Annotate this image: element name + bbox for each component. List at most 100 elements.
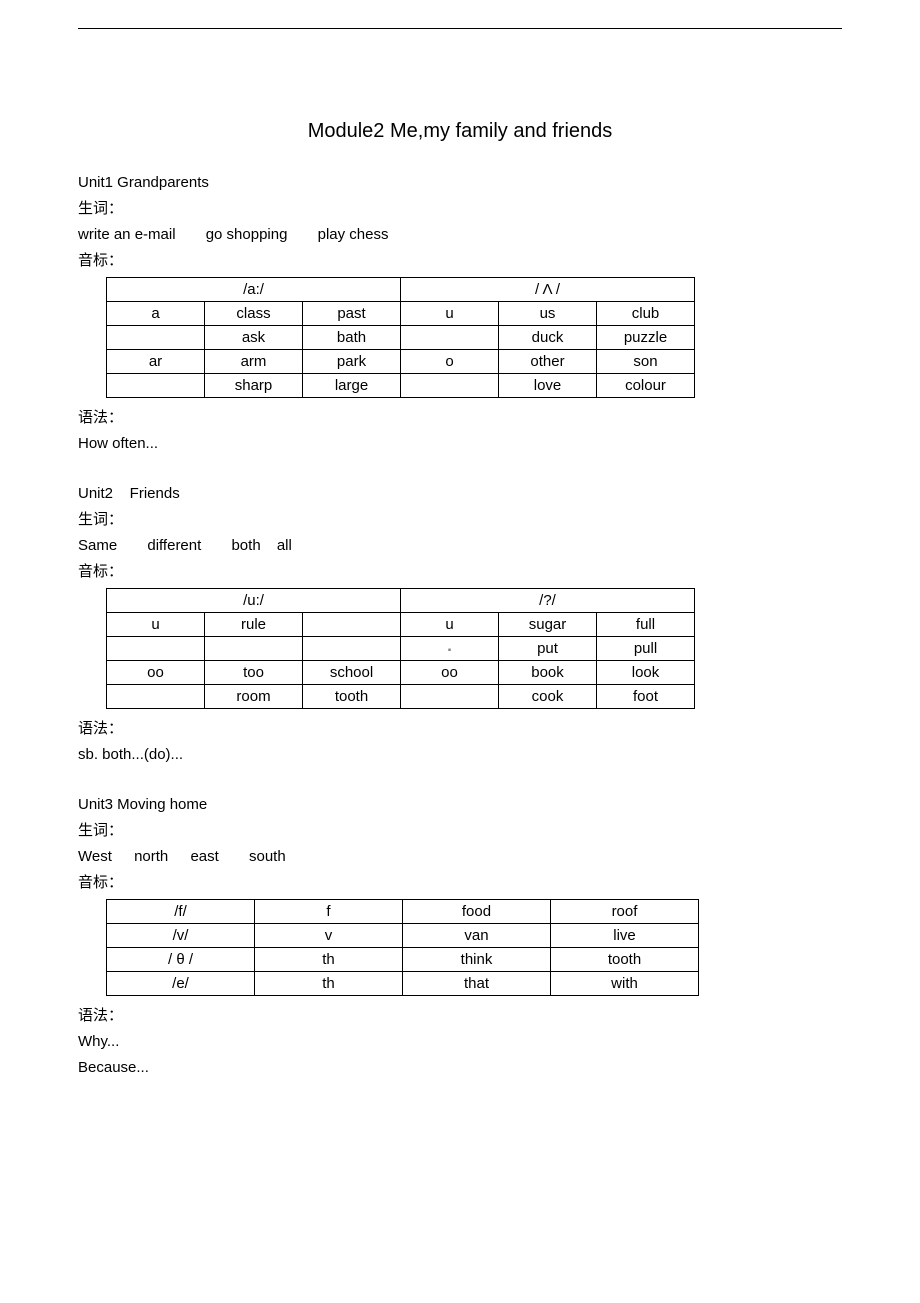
cell xyxy=(205,637,303,661)
unit3-grammar-2: Because... xyxy=(78,1056,842,1080)
cell: th xyxy=(255,972,403,996)
vocab-item: write an e-mail xyxy=(78,226,176,243)
cell: f xyxy=(255,900,403,924)
unit1-phon-label: 音标： xyxy=(78,249,842,273)
cell: rule xyxy=(205,613,303,637)
table-row: ootooschooloobooklook xyxy=(107,661,695,685)
cell: colour xyxy=(597,374,695,398)
unit2-phon-label: 音标： xyxy=(78,560,842,584)
unit1-grammar-label: 语法： xyxy=(78,406,842,430)
cell xyxy=(303,613,401,637)
table-header: / Λ / xyxy=(401,278,695,302)
cell: oo xyxy=(107,661,205,685)
cell xyxy=(107,374,205,398)
table-row: askbathduckpuzzle xyxy=(107,326,695,350)
table-row: uruleusugarfull xyxy=(107,613,695,637)
cell: with xyxy=(551,972,699,996)
unit3-vocab: West north east south xyxy=(78,845,842,869)
cell: that xyxy=(403,972,551,996)
cell: tooth xyxy=(551,948,699,972)
cell: arm xyxy=(205,350,303,374)
cell: th xyxy=(255,948,403,972)
cell: son xyxy=(597,350,695,374)
cell: other xyxy=(499,350,597,374)
cell: large xyxy=(303,374,401,398)
cell xyxy=(107,637,205,661)
cell: think xyxy=(403,948,551,972)
table-row: /a:/ / Λ / xyxy=(107,278,695,302)
table-row: roomtoothcookfoot xyxy=(107,685,695,709)
unit2-vocab-label: 生词： xyxy=(78,508,842,532)
table-row: /u:/ /?/ xyxy=(107,589,695,613)
top-rule xyxy=(78,28,842,29)
table-row: / θ /ththinktooth xyxy=(107,948,699,972)
cell: cook xyxy=(499,685,597,709)
cell: park xyxy=(303,350,401,374)
cell: ▪ xyxy=(401,637,499,661)
cell: foot xyxy=(597,685,695,709)
unit1-table: /a:/ / Λ / aclasspastuusclub askbathduck… xyxy=(106,277,695,398)
table-header: /?/ xyxy=(401,589,695,613)
cell xyxy=(107,685,205,709)
table-row: ararmparkootherson xyxy=(107,350,695,374)
vocab-item: east xyxy=(190,848,218,865)
unit2-vocab: Same different both all xyxy=(78,534,842,558)
cell: /v/ xyxy=(107,924,255,948)
unit3-heading: Unit3 Moving home xyxy=(78,793,842,817)
unit1-vocab: write an e-mail go shopping play chess xyxy=(78,223,842,247)
unit1-heading: Unit1 Grandparents xyxy=(78,171,842,195)
dot-icon: ▪ xyxy=(448,645,452,656)
cell: book xyxy=(499,661,597,685)
table-header: /a:/ xyxy=(107,278,401,302)
cell xyxy=(401,326,499,350)
table-row: /v/vvanlive xyxy=(107,924,699,948)
cell: /e/ xyxy=(107,972,255,996)
unit2-grammar-label: 语法： xyxy=(78,717,842,741)
cell: u xyxy=(107,613,205,637)
cell: /f/ xyxy=(107,900,255,924)
cell: too xyxy=(205,661,303,685)
cell: ar xyxy=(107,350,205,374)
cell: sugar xyxy=(499,613,597,637)
cell: room xyxy=(205,685,303,709)
cell xyxy=(303,637,401,661)
cell: u xyxy=(401,613,499,637)
cell: oo xyxy=(401,661,499,685)
unit3-vocab-label: 生词： xyxy=(78,819,842,843)
cell: school xyxy=(303,661,401,685)
vocab-item: all xyxy=(277,537,292,554)
table-row: /e/ththatwith xyxy=(107,972,699,996)
cell: pull xyxy=(597,637,695,661)
table-row: /f/ffoodroof xyxy=(107,900,699,924)
cell: full xyxy=(597,613,695,637)
cell: past xyxy=(303,302,401,326)
cell: food xyxy=(403,900,551,924)
document-body: Module2 Me,my family and friends Unit1 G… xyxy=(78,120,842,1082)
table-row: ▪ putpull xyxy=(107,637,695,661)
vocab-item: play chess xyxy=(318,226,389,243)
page-title: Module2 Me,my family and friends xyxy=(78,120,842,143)
cell: u xyxy=(401,302,499,326)
vocab-item: both xyxy=(231,537,260,554)
unit3-phon-label: 音标： xyxy=(78,871,842,895)
unit3-grammar-label: 语法： xyxy=(78,1004,842,1028)
cell: van xyxy=(403,924,551,948)
table-row: aclasspastuusclub xyxy=(107,302,695,326)
cell: class xyxy=(205,302,303,326)
cell: roof xyxy=(551,900,699,924)
unit3-grammar-1: Why... xyxy=(78,1030,842,1054)
vocab-item: different xyxy=(147,537,201,554)
cell: bath xyxy=(303,326,401,350)
cell: look xyxy=(597,661,695,685)
cell xyxy=(401,685,499,709)
unit2-table: /u:/ /?/ uruleusugarfull ▪putpull ootoos… xyxy=(106,588,695,709)
vocab-item: north xyxy=(134,848,168,865)
cell: us xyxy=(499,302,597,326)
unit2-heading: Unit2 Friends xyxy=(78,482,842,506)
unit1-grammar: How often... xyxy=(78,432,842,456)
cell: put xyxy=(499,637,597,661)
vocab-item: Same xyxy=(78,537,117,554)
cell: / θ / xyxy=(107,948,255,972)
cell: duck xyxy=(499,326,597,350)
table-row: sharplargelovecolour xyxy=(107,374,695,398)
